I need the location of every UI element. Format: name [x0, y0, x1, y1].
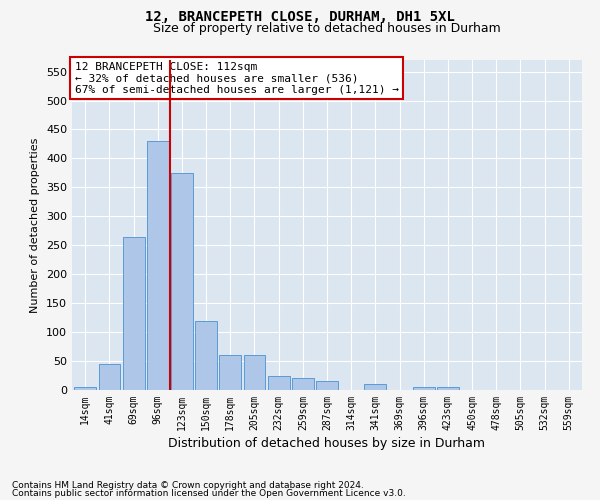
Bar: [123, 236, 145, 390]
Bar: [74, 387, 96, 390]
Bar: [220, 356, 241, 390]
Bar: [268, 376, 290, 390]
Bar: [292, 378, 314, 390]
X-axis label: Distribution of detached houses by size in Durham: Distribution of detached houses by size …: [169, 437, 485, 450]
Y-axis label: Number of detached properties: Number of detached properties: [31, 138, 40, 312]
Bar: [364, 384, 386, 390]
Text: 12 BRANCEPETH CLOSE: 112sqm
← 32% of detached houses are smaller (536)
67% of se: 12 BRANCEPETH CLOSE: 112sqm ← 32% of det…: [74, 62, 398, 95]
Bar: [147, 141, 169, 390]
Text: Contains HM Land Registry data © Crown copyright and database right 2024.: Contains HM Land Registry data © Crown c…: [12, 481, 364, 490]
Bar: [98, 364, 121, 390]
Text: Contains public sector information licensed under the Open Government Licence v3: Contains public sector information licen…: [12, 488, 406, 498]
Bar: [171, 173, 193, 390]
Bar: [437, 387, 459, 390]
Text: 12, BRANCEPETH CLOSE, DURHAM, DH1 5XL: 12, BRANCEPETH CLOSE, DURHAM, DH1 5XL: [145, 10, 455, 24]
Title: Size of property relative to detached houses in Durham: Size of property relative to detached ho…: [153, 22, 501, 35]
Bar: [413, 387, 434, 390]
Bar: [316, 382, 338, 390]
Bar: [244, 356, 265, 390]
Bar: [195, 320, 217, 390]
